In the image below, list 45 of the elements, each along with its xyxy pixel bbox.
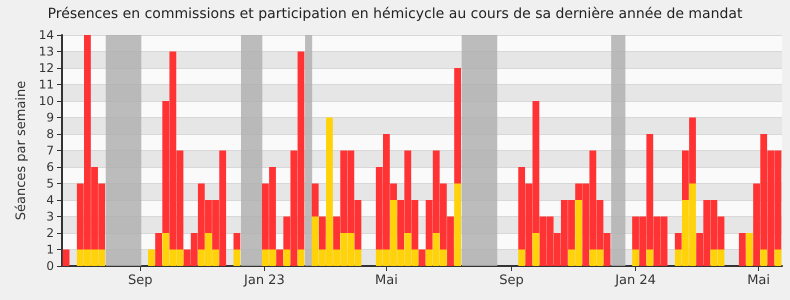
bar [774,250,782,266]
bar [283,250,290,266]
y-tick-label: 12 [38,61,54,75]
y-tick-label: 10 [38,94,54,108]
x-tick-label: Sep [499,273,524,288]
y-tick-label: 11 [38,78,54,92]
bar [746,233,753,266]
y-tick-label: 8 [46,127,54,141]
x-tick-label: Sep [128,273,153,288]
bar [318,216,326,250]
bar [312,184,319,216]
bar [234,250,240,266]
bar [646,250,654,266]
y-tick-label: 7 [46,144,54,158]
bar [62,250,70,266]
chart-title: Présences en commissions et participation en hémicycle au cours de sa dernière année de mandat [48,6,743,22]
y-tick-label: 0 [46,259,54,273]
bar [738,233,746,266]
y-tick-label: 13 [38,44,54,58]
bar [454,184,462,266]
y-tick-label: 14 [38,28,54,42]
bar [532,233,540,266]
bar [148,250,155,266]
y-axis-title: Séances par semaine [14,80,29,220]
x-tick-label: Jan 24 [614,273,656,288]
bar [760,250,768,266]
y-tick-label: 5 [46,176,54,190]
bar [155,233,162,266]
bar [234,233,240,250]
bar [418,250,426,266]
bar [276,250,284,266]
y-tick-label: 4 [46,193,54,207]
x-tick-label: Jan 23 [243,273,285,288]
y-tick-label: 9 [46,110,54,124]
y-tick-label: 2 [46,226,54,240]
bar [518,250,526,266]
bar [298,250,304,266]
y-tick-label: 3 [46,210,54,224]
y-tick-label: 6 [46,160,54,174]
bar [674,233,682,250]
x-tick-label: Mai [747,273,770,288]
bar [632,250,639,266]
y-tick-label: 1 [46,242,54,256]
x-tick-label: Mai [375,273,398,288]
bar [454,68,462,184]
